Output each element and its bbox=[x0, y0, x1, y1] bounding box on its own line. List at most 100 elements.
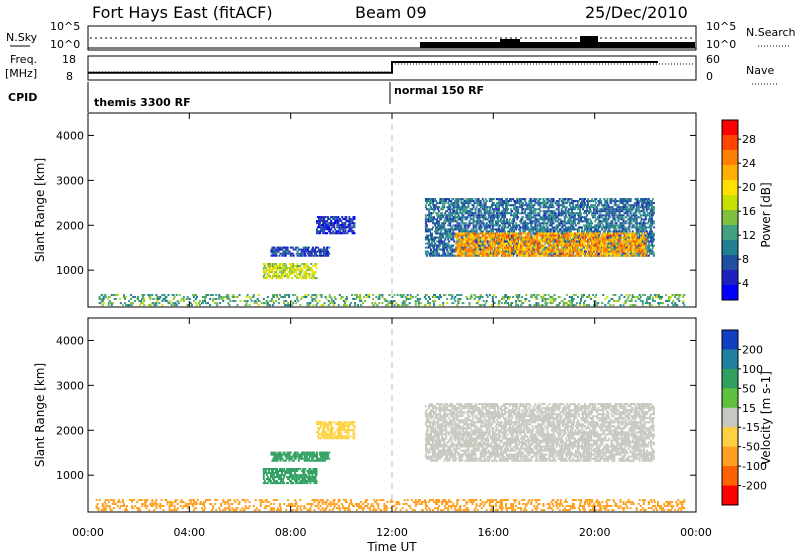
data-cell bbox=[537, 220, 540, 223]
data-cell bbox=[489, 216, 492, 219]
nsearch-label: N.Search bbox=[746, 26, 796, 39]
data-cell bbox=[328, 226, 331, 229]
data-cell bbox=[467, 212, 470, 215]
data-cell bbox=[446, 234, 449, 237]
data-cell bbox=[542, 224, 545, 227]
data-cell bbox=[575, 234, 578, 237]
data-cell bbox=[470, 214, 473, 217]
data-cell bbox=[609, 212, 612, 215]
data-cell bbox=[646, 250, 649, 253]
data-cell bbox=[442, 214, 445, 217]
data-cell bbox=[539, 230, 542, 233]
data-cell bbox=[565, 206, 568, 209]
data-cell bbox=[602, 224, 605, 227]
data-cell bbox=[275, 263, 277, 265]
data-cell bbox=[509, 246, 511, 249]
data-cell bbox=[461, 218, 464, 221]
data-cell bbox=[457, 200, 460, 203]
data-cell bbox=[319, 224, 321, 227]
data-cell bbox=[442, 208, 445, 211]
data-cell bbox=[326, 246, 329, 249]
data-cell bbox=[332, 230, 335, 233]
data-cell bbox=[296, 263, 299, 265]
data-cell bbox=[315, 277, 318, 280]
data-cell bbox=[594, 220, 597, 223]
data-cell bbox=[477, 234, 480, 237]
data-cell bbox=[521, 242, 524, 245]
data-cell bbox=[643, 224, 646, 227]
data-cell bbox=[444, 232, 447, 235]
data-cell bbox=[558, 248, 561, 251]
data-cell bbox=[637, 208, 640, 211]
data-cell bbox=[299, 265, 302, 267]
data-cell bbox=[478, 226, 481, 229]
data-cell bbox=[647, 246, 650, 249]
data-cell bbox=[442, 234, 445, 237]
log-tick-top: 10^5 bbox=[50, 20, 80, 33]
data-cell bbox=[282, 273, 285, 276]
data-cell bbox=[457, 248, 460, 251]
data-cell bbox=[605, 228, 608, 231]
data-cell bbox=[644, 228, 647, 231]
data-cell bbox=[479, 248, 482, 251]
data-cell bbox=[486, 212, 489, 215]
data-cell bbox=[615, 208, 618, 211]
data-cell bbox=[279, 277, 281, 280]
data-cell bbox=[487, 214, 490, 217]
data-cell bbox=[622, 206, 625, 209]
data-cell bbox=[542, 246, 545, 249]
data-cell bbox=[447, 224, 450, 227]
data-cell bbox=[546, 226, 549, 229]
data-cell bbox=[585, 224, 587, 227]
data-cell bbox=[440, 216, 443, 219]
data-cell bbox=[434, 230, 437, 233]
data-cell bbox=[316, 230, 318, 233]
data-cell bbox=[299, 275, 302, 278]
data-cell bbox=[565, 240, 568, 243]
data-cell bbox=[457, 202, 460, 205]
data-cell bbox=[284, 248, 287, 251]
data-cell bbox=[622, 224, 625, 227]
data-cell bbox=[501, 204, 504, 207]
data-cell bbox=[522, 244, 525, 247]
data-cell bbox=[622, 226, 625, 229]
data-cell bbox=[521, 238, 524, 241]
data-cell bbox=[536, 250, 539, 253]
data-cell bbox=[606, 220, 609, 223]
data-cell bbox=[351, 220, 354, 223]
data-cell bbox=[596, 208, 599, 211]
data-cell bbox=[472, 254, 475, 257]
data-cell bbox=[443, 250, 446, 253]
data-cell bbox=[438, 228, 441, 231]
data-cell bbox=[520, 234, 523, 237]
data-cell bbox=[567, 208, 570, 211]
data-cell bbox=[630, 222, 633, 225]
data-cell bbox=[447, 250, 450, 253]
data-cell bbox=[635, 252, 638, 255]
data-cell bbox=[603, 204, 606, 207]
data-cell bbox=[615, 228, 618, 231]
data-cell bbox=[499, 218, 502, 221]
data-cell bbox=[628, 230, 631, 233]
data-cell bbox=[464, 238, 467, 241]
data-cell bbox=[517, 208, 520, 211]
data-cell bbox=[264, 271, 267, 274]
data-cell bbox=[531, 240, 534, 243]
data-cell bbox=[441, 236, 444, 239]
data-cell bbox=[598, 226, 601, 229]
data-cell bbox=[608, 214, 611, 217]
data-cell bbox=[501, 246, 504, 249]
data-cell bbox=[484, 244, 487, 247]
data-cell bbox=[512, 204, 515, 207]
data-cell bbox=[424, 250, 427, 253]
data-cell bbox=[591, 214, 594, 217]
data-cell bbox=[437, 212, 440, 215]
data-cell bbox=[349, 226, 352, 229]
data-cell bbox=[559, 230, 562, 233]
data-cell bbox=[474, 246, 477, 249]
data-cell bbox=[585, 204, 587, 207]
data-cell bbox=[614, 198, 617, 201]
data-cell bbox=[590, 224, 593, 227]
data-cell bbox=[582, 250, 584, 253]
data-cell bbox=[493, 250, 496, 253]
